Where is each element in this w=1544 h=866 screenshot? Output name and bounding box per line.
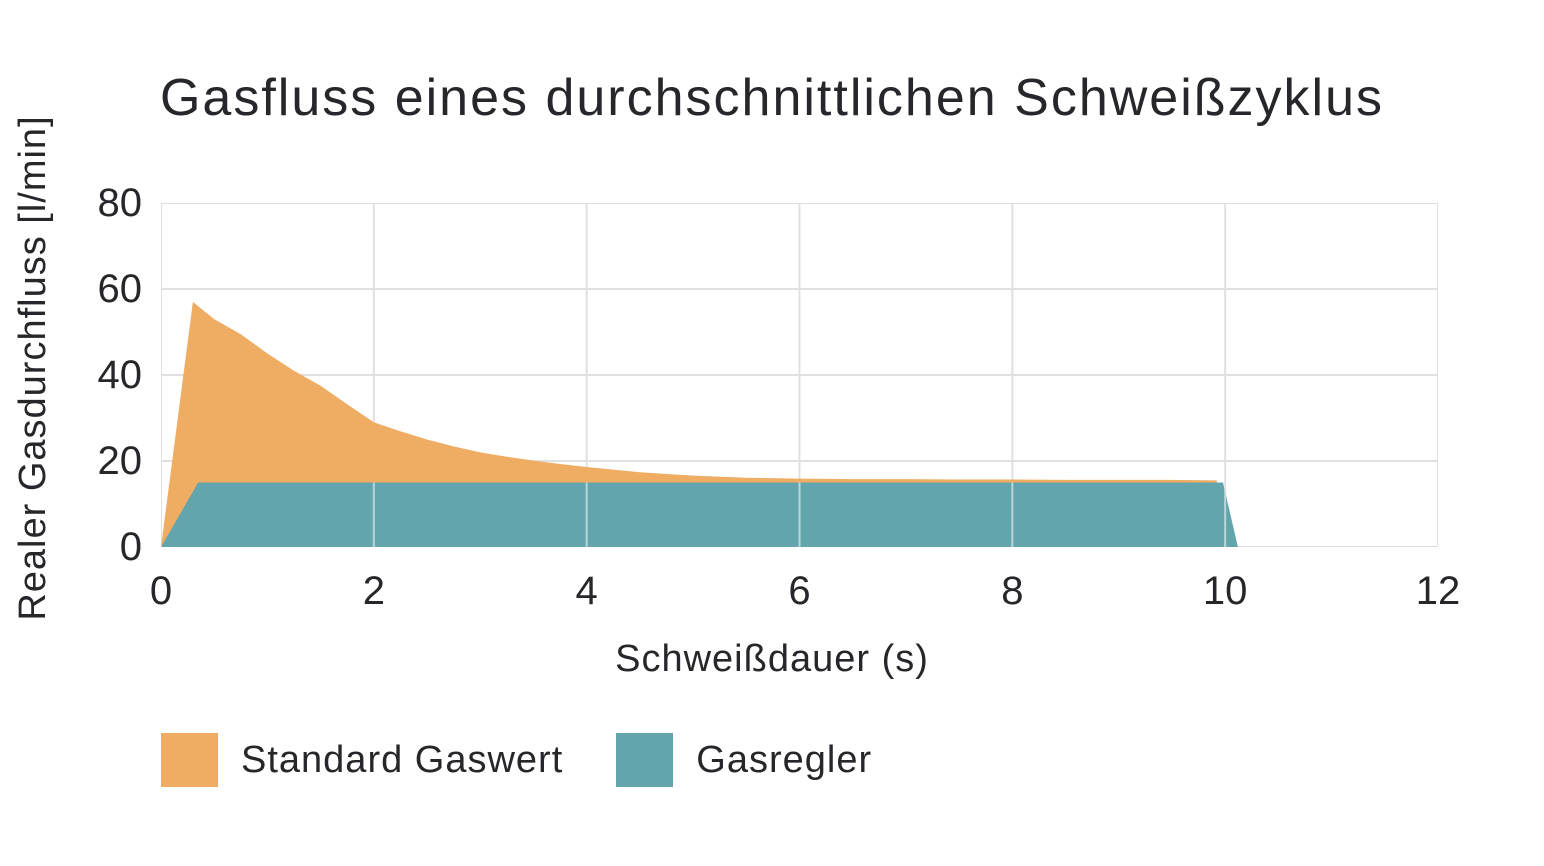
y-tick-label-0: 0 xyxy=(119,525,142,569)
x-tick-label-6: 6 xyxy=(788,569,811,613)
x-tick-label-2: 2 xyxy=(362,569,385,613)
y-tick-label-80: 80 xyxy=(97,181,143,225)
x-tick-label-12: 12 xyxy=(1415,569,1461,613)
y-axis-ticks: 0 20 40 60 80 xyxy=(0,0,143,620)
legend-label-standard-gaswert: Standard Gaswert xyxy=(241,738,564,781)
chart-title: Gasfluss eines durchschnittlichen Schwei… xyxy=(159,69,1385,127)
legend-swatch-standard-gaswert xyxy=(161,733,218,787)
legend-label-gasregler: Gasregler xyxy=(696,738,873,781)
plot-area xyxy=(160,202,1439,548)
y-tick-label-20: 20 xyxy=(97,439,143,483)
legend: Standard Gaswert Gasregler xyxy=(161,733,872,787)
x-tick-label-0: 0 xyxy=(149,569,173,613)
x-tick-label-4: 4 xyxy=(575,569,598,613)
x-tick-label-8: 8 xyxy=(1001,569,1024,613)
y-tick-label-60: 60 xyxy=(97,267,143,311)
y-tick-label-40: 40 xyxy=(97,353,143,397)
x-axis-label: Schweißdauer (s) xyxy=(615,638,929,680)
x-axis-ticks: 0 2 4 6 8 10 12 xyxy=(149,569,1461,613)
series-area-gasregler xyxy=(161,482,1238,547)
legend-item-gasregler: Gasregler xyxy=(616,733,872,787)
legend-swatch-gasregler xyxy=(616,733,674,787)
legend-item-standard-gaswert: Standard Gaswert xyxy=(161,733,563,787)
x-tick-label-10: 10 xyxy=(1202,569,1248,613)
